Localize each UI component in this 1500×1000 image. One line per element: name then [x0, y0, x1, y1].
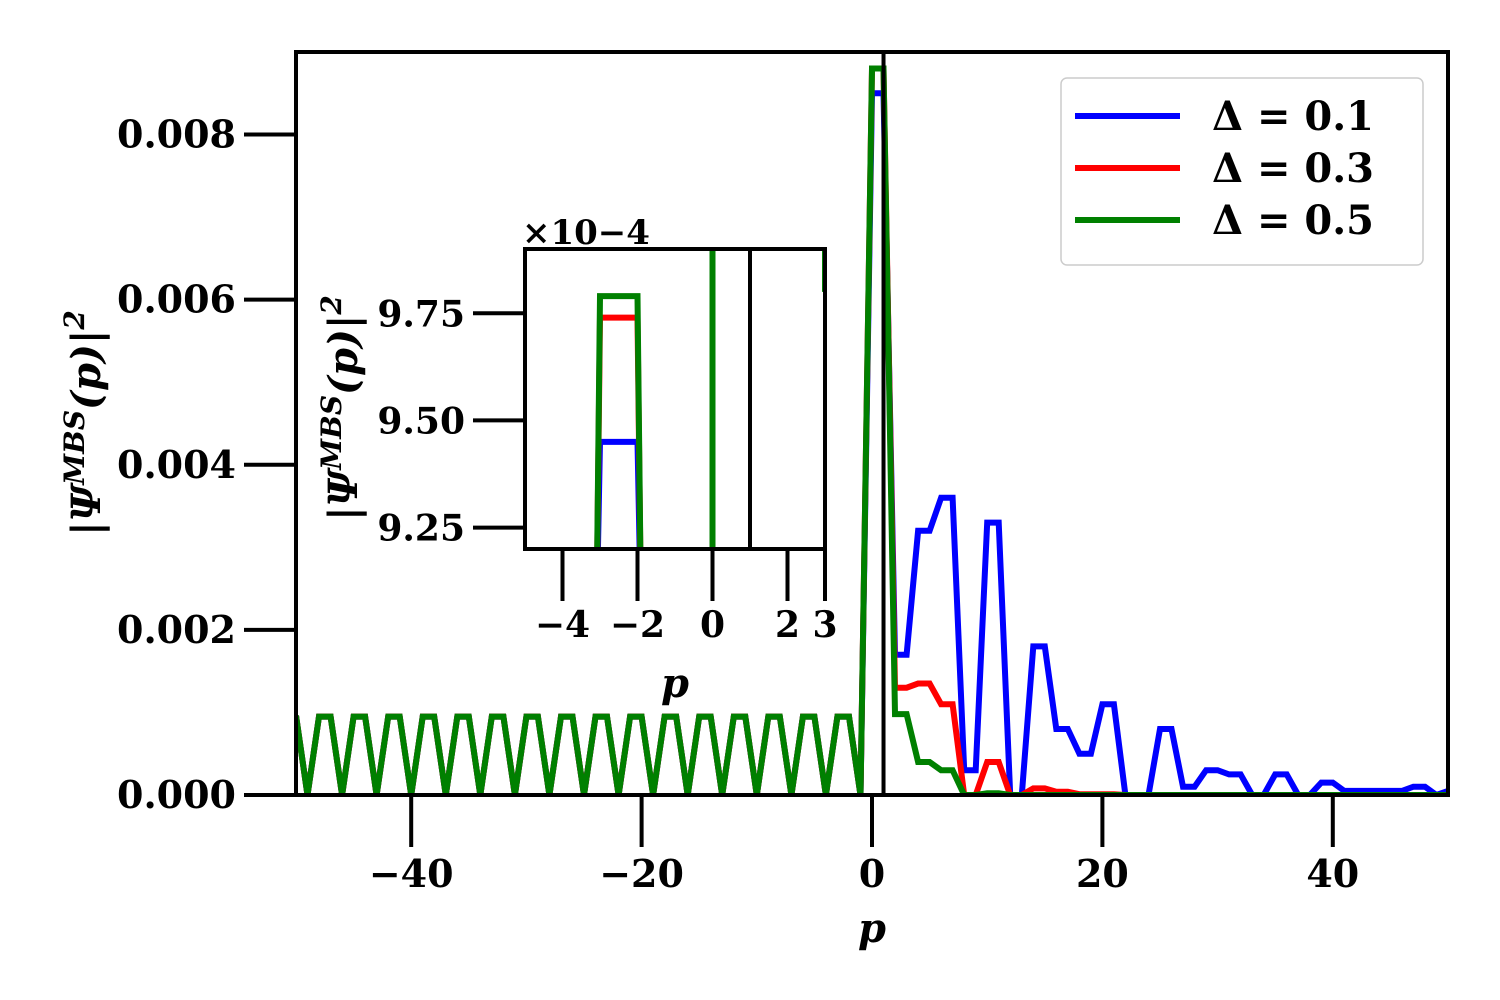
inset-y-ticks: 9.25 9.50 9.75 — [377, 293, 525, 550]
main-x-tick-label: 20 — [1076, 851, 1129, 896]
inset-x-tick-label: −2 — [610, 604, 665, 646]
main-y-axis-label: |ΨMBS(p)|2 — [58, 310, 110, 536]
inset-x-tick-label: −4 — [535, 604, 590, 646]
main-x-tick-label: 40 — [1306, 851, 1359, 896]
inset-offset-text: ×10−4 — [522, 213, 650, 253]
main-x-axis-label: p — [858, 905, 886, 952]
main-series-group — [296, 65, 1448, 795]
main-y-tick-label: 0.008 — [117, 112, 236, 157]
main-x-tick-label: −20 — [599, 851, 684, 896]
inset-plot: −4 −2 0 2 3 9.25 9.50 9.75 ×10−4 p |ΨMBS(p)|2 — [315, 213, 838, 707]
legend-label-2: Δ = 0.5 — [1212, 197, 1374, 244]
main-y-tick-label: 0.006 — [117, 277, 236, 322]
main-y-tick-label: 0.002 — [117, 607, 236, 652]
inset-x-ticks: −4 −2 0 2 3 — [535, 549, 838, 646]
inset-y-tick-label: 9.25 — [377, 508, 465, 550]
main-x-tick-label: 0 — [859, 851, 885, 896]
inset-y-tick-label: 9.50 — [377, 400, 465, 442]
legend-entries: Δ = 0.1 Δ = 0.3 Δ = 0.5 — [1075, 93, 1374, 244]
inset-x-tick-label: 3 — [812, 604, 837, 646]
inset-x-axis-label: p — [661, 660, 689, 707]
inset-y-axis-label: |ΨMBS(p)|2 — [315, 295, 367, 521]
inset-axes-frame — [523, 247, 827, 551]
inset-series-group — [594, 249, 825, 549]
main-y-ticks: 0.000 0.002 0.004 0.006 0.008 — [117, 112, 296, 817]
main-x-tick-label: −40 — [369, 851, 454, 896]
main-y-tick-label: 0.004 — [117, 442, 236, 487]
main-y-tick-label: 0.000 — [117, 772, 236, 817]
main-series-line-2 — [296, 65, 1448, 795]
legend: Δ = 0.1 Δ = 0.3 Δ = 0.5 — [1060, 77, 1424, 266]
legend-label-1: Δ = 0.3 — [1212, 145, 1374, 192]
main-x-ticks: −40 −20 0 20 40 — [369, 795, 1359, 896]
inset-y-tick-label: 9.75 — [377, 293, 465, 335]
inset-background — [525, 249, 825, 549]
inset-x-tick-label: 2 — [775, 604, 800, 646]
legend-label-0: Δ = 0.1 — [1212, 93, 1374, 140]
inset-x-tick-label: 0 — [700, 604, 725, 646]
inset-series-line-2 — [594, 249, 825, 549]
